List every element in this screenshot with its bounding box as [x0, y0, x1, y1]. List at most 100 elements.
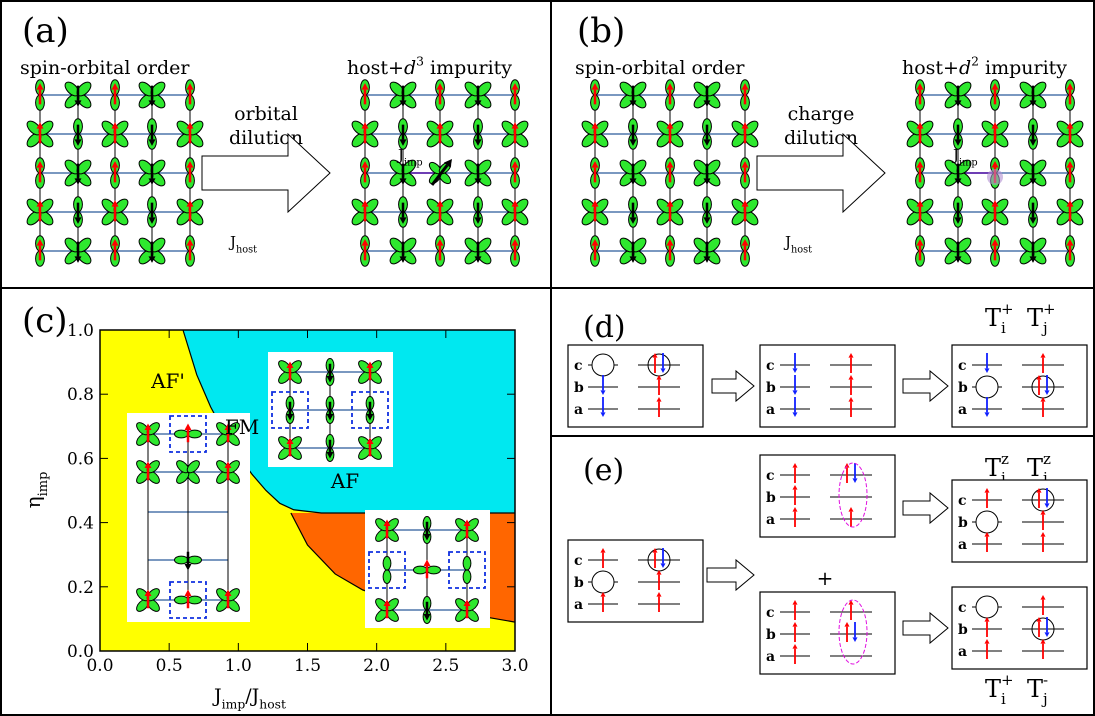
- orbital-lobe: [175, 430, 189, 438]
- text-part: imp: [404, 157, 423, 168]
- y-tick-label: 0.8: [67, 385, 94, 405]
- text-part: J: [396, 146, 404, 164]
- text-part: host+: [902, 57, 959, 79]
- operator: T: [985, 304, 1001, 332]
- orbital-circle: [976, 376, 998, 398]
- text-part: 3: [416, 54, 424, 68]
- text-part: host: [236, 244, 257, 255]
- orbital-lobe: [188, 596, 202, 604]
- text-part: imp: [36, 472, 51, 497]
- text-part: J: [228, 233, 236, 251]
- orbital-lobe: [188, 430, 202, 438]
- panel-label: (a): [22, 11, 69, 51]
- state-box: [952, 345, 1087, 427]
- text-part: J: [250, 685, 260, 707]
- region-label: AF': [150, 369, 185, 393]
- text-part: imp: [959, 157, 978, 168]
- level-label: b: [766, 490, 776, 506]
- operator-sup: +: [1001, 671, 1014, 689]
- lattice-title: host+d2 impurity: [902, 54, 1067, 79]
- orbital-lobe: [383, 570, 391, 584]
- level-label: c: [958, 493, 967, 509]
- text-part: host+: [347, 57, 404, 79]
- orbital-circle: [592, 354, 614, 376]
- region-label: FM: [225, 415, 259, 439]
- operator-sup: +: [1001, 300, 1014, 318]
- operator: T: [985, 454, 1001, 482]
- operator-sup: z: [1043, 450, 1051, 468]
- operator-sup: +: [1043, 300, 1056, 318]
- text-part: d: [404, 57, 416, 79]
- state-box: [568, 345, 703, 427]
- operator-sub: i: [1001, 690, 1006, 708]
- level-label: b: [574, 575, 584, 591]
- impurity-hole: [987, 169, 1003, 185]
- x-tick-label: 1.0: [225, 656, 252, 676]
- y-tick-label: 0.6: [67, 449, 94, 469]
- orbital-circle: [592, 571, 614, 593]
- state-box: [568, 540, 703, 622]
- orbital-lobe: [463, 557, 471, 571]
- panel-label: (d): [583, 310, 626, 345]
- text-part: J: [212, 685, 222, 707]
- operator-sup: -: [1043, 671, 1048, 689]
- x-tick-label: 2.5: [432, 656, 459, 676]
- state-box: [760, 345, 895, 427]
- y-tick-label: 1.0: [67, 321, 94, 341]
- level-label: c: [766, 605, 775, 621]
- panel-label: (b): [577, 11, 625, 51]
- text-part: impurity: [430, 57, 512, 79]
- orbital-lobe: [175, 556, 189, 564]
- state-box: [760, 592, 895, 674]
- orbital-lobe: [427, 566, 441, 574]
- orbital-lobe: [175, 596, 189, 604]
- panel-label: (c): [22, 301, 68, 341]
- panel-label: (e): [583, 453, 624, 488]
- text-part: host: [791, 244, 812, 255]
- level-label: b: [766, 380, 776, 396]
- x-tick-label: 2.0: [363, 656, 390, 676]
- level-label: a: [574, 597, 583, 613]
- level-label: c: [766, 468, 775, 484]
- level-label: b: [958, 622, 968, 638]
- text-part: η: [21, 496, 45, 508]
- operator: T: [1027, 304, 1043, 332]
- operator: T: [985, 675, 1001, 703]
- lattice-title: spin-orbital order: [575, 57, 745, 79]
- level-label: c: [766, 358, 775, 374]
- level-label: a: [766, 512, 775, 528]
- level-label: c: [574, 553, 583, 569]
- text-part: J: [951, 146, 959, 164]
- level-label: c: [958, 358, 967, 374]
- orbital-circle: [976, 596, 998, 618]
- text-part: host: [259, 698, 286, 712]
- level-label: a: [958, 644, 967, 660]
- text-part: impurity: [985, 57, 1067, 79]
- state-box: [760, 455, 895, 537]
- state-box: [952, 480, 1087, 562]
- level-label: b: [958, 515, 968, 531]
- level-label: a: [766, 649, 775, 665]
- text-part: d: [959, 57, 971, 79]
- y-tick-label: 0.2: [67, 578, 94, 598]
- figure: (a)spin-orbital orderhost+d3impurityorbi…: [0, 0, 1095, 716]
- x-tick-label: 0.5: [156, 656, 183, 676]
- level-label: b: [574, 380, 584, 396]
- process-label: orbital: [234, 103, 298, 125]
- operator: T: [1027, 675, 1043, 703]
- operator: T: [1027, 454, 1043, 482]
- process-label: charge: [788, 103, 855, 125]
- level-label: b: [958, 380, 968, 396]
- region-label: AF: [330, 469, 359, 493]
- orbital-lobe: [414, 566, 428, 574]
- lattice-title: host+d3 impurity: [347, 54, 512, 79]
- x-tick-label: 1.5: [294, 656, 321, 676]
- operator-sub: i: [1001, 319, 1006, 337]
- text-part: imp: [222, 698, 246, 712]
- orbital-lobe: [188, 556, 202, 564]
- level-label: c: [958, 600, 967, 616]
- level-label: a: [574, 402, 583, 418]
- text-part: 2: [971, 54, 979, 68]
- level-label: b: [766, 627, 776, 643]
- lattice-title: spin-orbital order: [20, 57, 190, 79]
